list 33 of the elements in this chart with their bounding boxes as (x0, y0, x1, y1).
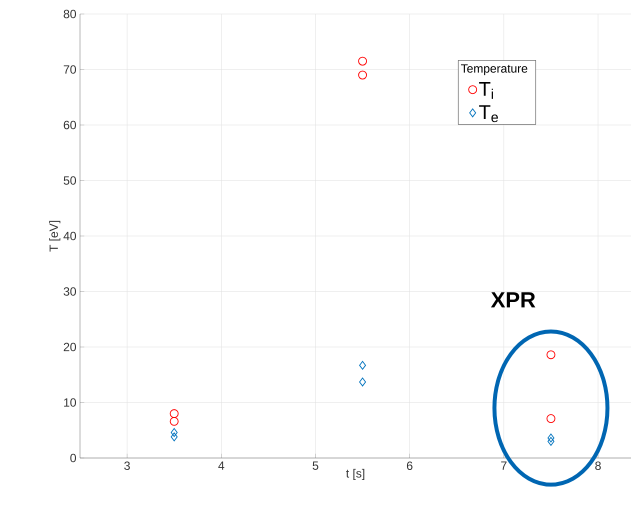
point (359, 360, 366, 370)
y-tick-label: 0 (70, 454, 76, 462)
y-tick-label: 40 (63, 232, 76, 240)
legend-label: T$_{e}$ (479, 105, 498, 122)
x-tick-label: 5 (312, 462, 318, 470)
point (358, 56, 367, 66)
point (546, 350, 556, 360)
point (548, 434, 554, 442)
point (359, 378, 366, 386)
y-tick-label: 30 (64, 287, 76, 296)
legend-label: T$_{i}$ (479, 82, 493, 99)
y-tick-label: 10 (64, 398, 76, 407)
x-axis-title: t [s] (346, 468, 364, 480)
y-tick-label: 50 (64, 176, 76, 185)
x-tick-label: 3 (124, 462, 130, 470)
legend-title: Temperature (460, 64, 528, 76)
x-tick-label: 4 (218, 462, 224, 470)
point (546, 414, 556, 424)
x-tick-label: 6 (406, 462, 412, 470)
y-axis-title: T [eV] (49, 220, 60, 252)
point (358, 70, 367, 80)
point (548, 436, 554, 446)
x-tick-label: 7 (501, 462, 507, 470)
y-tick-label: 70 (64, 65, 76, 74)
annotation: XPR (490, 292, 536, 308)
y-tick-label: 20 (64, 342, 76, 352)
x-tick-label: 8 (595, 462, 601, 470)
point (170, 409, 179, 418)
point (170, 428, 178, 437)
y-tick-label: 60 (64, 120, 76, 130)
y-tick-label: 80 (64, 10, 76, 18)
point (170, 432, 178, 442)
point (170, 416, 179, 426)
